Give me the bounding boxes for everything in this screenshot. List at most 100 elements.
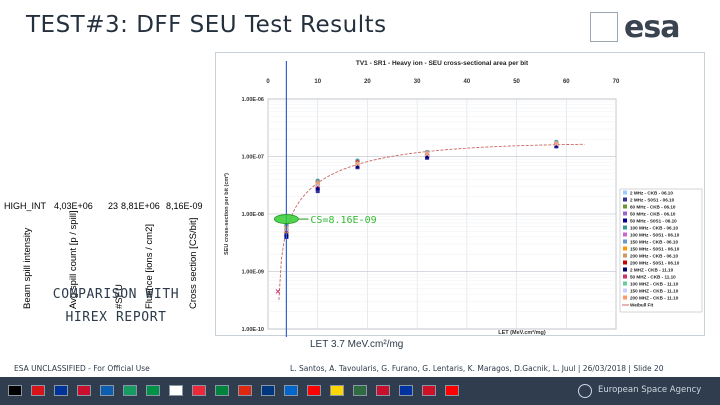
header-cross-section: Cross section [CS/bit] [188, 217, 199, 309]
legend-swatch [623, 190, 627, 195]
legend-swatch [623, 288, 627, 293]
flag-15-icon [330, 385, 344, 396]
cell-avg-spill-count: 4,03E+06 [54, 201, 93, 211]
data-point [355, 163, 360, 169]
legend-swatch [623, 225, 627, 230]
legend-swatch [623, 232, 627, 237]
x-tick-label: 60 [563, 79, 570, 85]
data-point [315, 189, 320, 194]
esa-logo: esa [590, 10, 710, 50]
results-table-headers: Beam spill intensity Avg spill count [p … [18, 84, 218, 309]
comparison-line-1: COMPARISON WITH [52, 287, 180, 302]
legend-swatch [623, 218, 627, 223]
flag-5-icon [100, 385, 114, 396]
let-note: LET 3.7 MeV.cm²/mg [310, 339, 404, 350]
chart-title: TV1 - SR1 - Heavy ion - SEU cross-sectio… [356, 60, 529, 67]
flag-8-icon [169, 385, 183, 396]
comparison-note: COMPARISON WITH HIREX REPORT [26, 283, 206, 329]
chart-svg: TV1 - SR1 - Heavy ion - SEU cross-sectio… [223, 60, 703, 337]
flag-2-icon [31, 385, 45, 396]
flag-9-icon [192, 385, 206, 396]
footer-classification: ESA UNCLASSIFIED - For Official Use [14, 364, 150, 373]
legend-label: 100 MHz - S0S1 - 06.10 [630, 233, 680, 238]
flag-17-icon [376, 385, 390, 396]
legend-label: 200 MHz - S0S1 - 06.10 [630, 261, 680, 266]
legend-label: 100 MHZ - CKB - 11.10 [630, 282, 679, 287]
member-flags [8, 385, 459, 397]
cell-seu-count: 23 [108, 201, 119, 211]
flag-14-icon [307, 385, 321, 396]
x-tick-label: 20 [364, 79, 371, 85]
data-point [355, 160, 360, 165]
legend-label: 2 MHZ - CKB - 11.10 [630, 268, 674, 273]
flag-12-icon [261, 385, 275, 396]
legend-swatch [623, 239, 627, 244]
flag-3-icon [54, 385, 68, 396]
legend-swatch [623, 260, 627, 265]
header-seu-count: #SEU [114, 284, 125, 309]
x-tick-label: 30 [414, 79, 421, 85]
legend-box [619, 188, 703, 313]
flag-19-icon [422, 385, 436, 396]
measured-point-marker [273, 214, 299, 224]
cell-beam-intensity: HIGH_INT [4, 201, 47, 211]
x-tick-label: 70 [613, 79, 620, 85]
legend-swatch [623, 281, 627, 286]
flag-16-icon [353, 385, 367, 396]
flag-1-icon [8, 385, 22, 396]
flag-18-icon [399, 385, 413, 396]
legend-label: 200 MHZ - CKB - 11.10 [630, 296, 679, 301]
cell-fluence: 8,81E+06 [121, 201, 160, 211]
weibull-fit-line [278, 143, 585, 301]
y-tick-label: 1.00E-08 [242, 212, 264, 218]
seu-cross-section-chart: TV1 - SR1 - Heavy ion - SEU cross-sectio… [215, 52, 705, 337]
x-tick-label: 50 [513, 79, 520, 85]
y-tick-label: 1.00E-07 [242, 155, 264, 161]
logo-text: esa [624, 10, 680, 45]
legend-label: 200 MHz - CKB - 06.10 [630, 254, 678, 259]
legend-label: 150 MHZ - CKB - 11.10 [630, 289, 679, 294]
cell-cross-section: 8,16E-09 [166, 201, 203, 211]
y-tick-label: 1.00E-06 [242, 97, 264, 103]
legend-label: 50 MHZ - CKB - 11.10 [630, 275, 676, 280]
data-point [275, 289, 281, 294]
legend-swatch [623, 197, 627, 202]
header-fluence: Fluence [ions / cm2] [144, 223, 155, 309]
header-avg-spill-count: Avg spill count [p / spill] [68, 210, 79, 309]
flag-13-icon [284, 385, 298, 396]
agency-name: European Space Agency [598, 385, 702, 395]
data-point [554, 140, 559, 145]
flag-20-icon [445, 385, 459, 396]
header-beam-spill-intensity: Beam spill intensity [22, 227, 33, 309]
legend-label: 50 MHz - CKB - 06.10 [630, 212, 676, 217]
x-tick-label: 0 [266, 79, 270, 85]
data-point [315, 180, 321, 185]
flag-bar: European Space Agency [0, 377, 720, 405]
legend-swatch [623, 246, 627, 251]
page-title: TEST#3: DFF SEU Test Results [26, 12, 387, 38]
y-tick-label: 1.00E-10 [242, 327, 264, 333]
legend-swatch [623, 274, 627, 279]
legend-label: 150 MHz - S0S1 - 06.10 [630, 247, 680, 252]
flag-4-icon [77, 385, 91, 396]
legend-label: 60 MHz - CKB - 06.10 [630, 205, 676, 210]
data-point [424, 150, 430, 155]
esa-agency-icon [578, 384, 592, 398]
comparison-line-2: HIREX REPORT [65, 310, 167, 325]
flag-11-icon [238, 385, 252, 396]
x-tick-label: 40 [464, 79, 471, 85]
flag-10-icon [215, 385, 229, 396]
footer-credits: L. Santos, A. Tavoularis, G. Furano, G. … [290, 364, 664, 373]
cs-annotation: CS=8.16E-09 [310, 215, 376, 226]
logo-frame-icon [590, 12, 618, 42]
flag-7-icon [146, 385, 160, 396]
legend-label: Weibull Fit [630, 303, 654, 308]
y-axis-label: SEU cross-section per bit (cm²) [223, 173, 230, 255]
legend-swatch [623, 204, 627, 209]
legend-swatch [623, 295, 627, 300]
legend-label: 50 MHz - S0S1 - 06.10 [630, 219, 677, 224]
x-axis-label: LET (MeV.cm²/mg) [498, 329, 546, 336]
y-tick-label: 1.00E-09 [242, 270, 264, 276]
legend-swatch [623, 253, 627, 258]
legend-label: 2 MHz - S0S1 - 06.10 [630, 198, 675, 203]
